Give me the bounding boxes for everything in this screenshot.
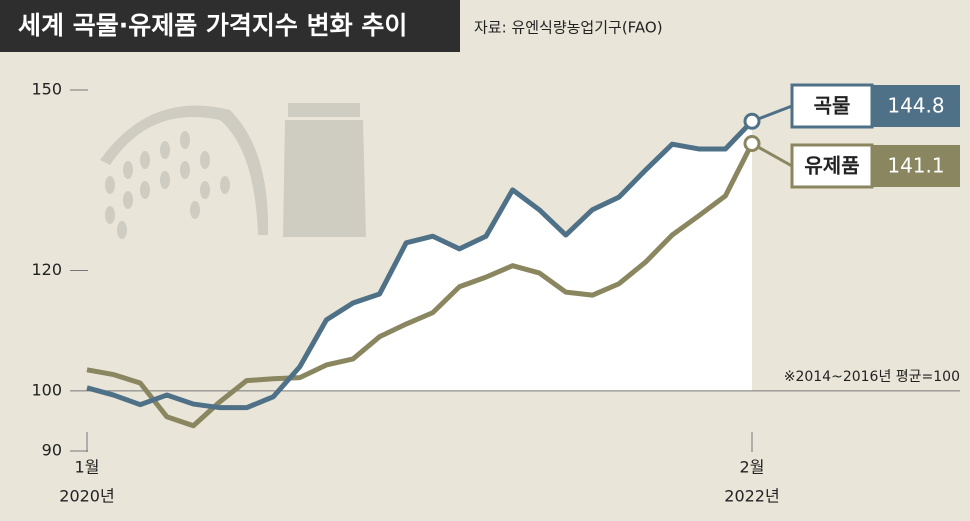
x-tick-sublabel: 2022년 xyxy=(724,487,779,506)
value-box xyxy=(872,145,960,187)
x-tick-label: 2월 xyxy=(740,458,765,477)
y-tick-label: 120 xyxy=(31,260,62,279)
x-tick-sublabel: 2020년 xyxy=(59,487,114,506)
x-tick-label: 1월 xyxy=(75,458,100,477)
series-line xyxy=(86,142,755,429)
source: 자료: 유엔식량농업기구(FAO) xyxy=(474,19,663,37)
y-tick-label: 90 xyxy=(42,441,62,460)
value-box xyxy=(872,85,960,127)
chart-title: 세계 곡물·유제품 가격지수 변화 추이 xyxy=(18,11,407,40)
note: ※2014~2016년 평균=100 xyxy=(784,369,960,385)
value-label: 144.8 xyxy=(887,94,944,118)
series-line xyxy=(86,119,754,411)
end-point xyxy=(743,135,761,153)
end-point xyxy=(743,112,761,130)
title-box xyxy=(0,0,460,52)
legend-label: 곡물 xyxy=(814,94,851,118)
y-tick-label: 150 xyxy=(31,80,62,99)
value-label: 141.1 xyxy=(887,154,944,178)
legend-label: 유제품 xyxy=(804,154,859,178)
legend-box xyxy=(790,143,874,189)
illustration xyxy=(100,103,366,239)
area-fill xyxy=(87,121,752,391)
y-tick-label: 100 xyxy=(31,380,62,399)
